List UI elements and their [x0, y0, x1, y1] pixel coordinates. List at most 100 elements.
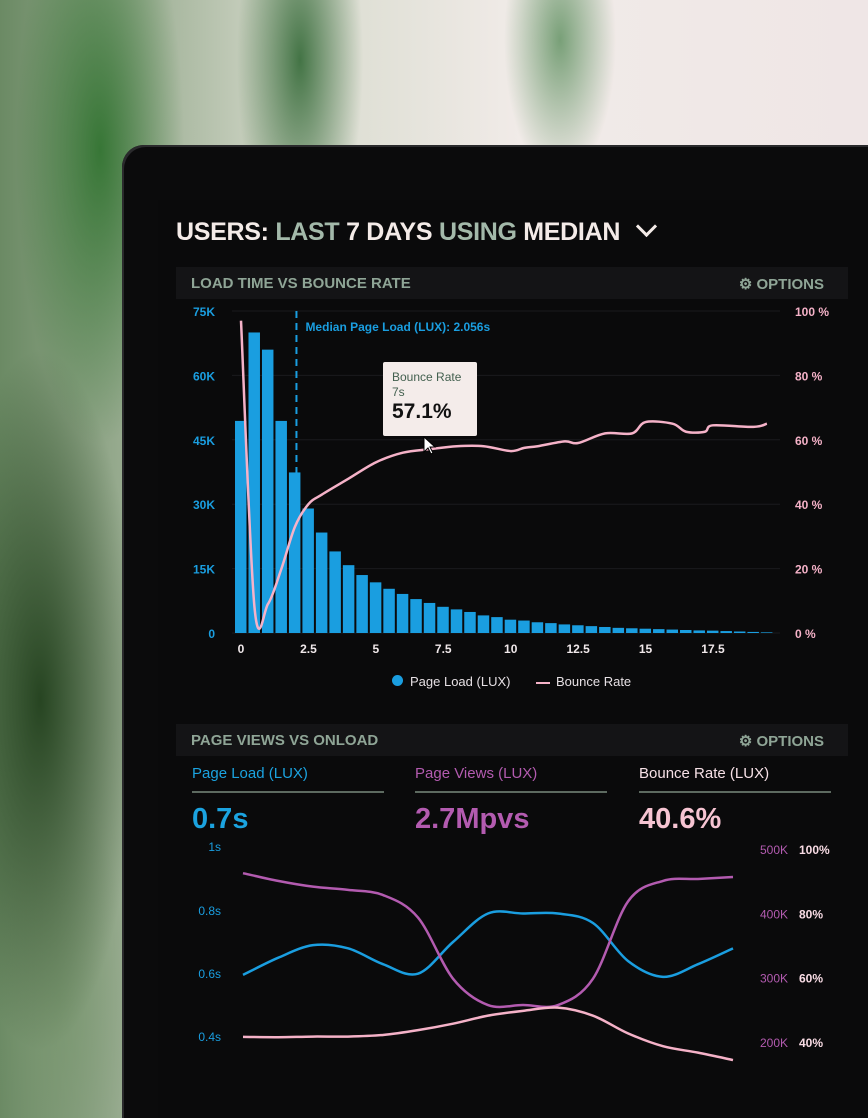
bar-page-load — [383, 588, 395, 633]
y-right-tick: 100% — [799, 843, 830, 857]
y-right-tick: 100 % — [795, 305, 829, 319]
y-right-tick: 60 % — [795, 434, 823, 448]
bar-page-load — [518, 620, 530, 633]
legend-bounce-rate[interactable]: Bounce Rate — [536, 674, 631, 689]
bar-page-load — [275, 420, 287, 633]
kpi-label: Page Load (LUX) — [192, 765, 384, 793]
x-tick: 17.5 — [701, 642, 725, 656]
panel1-header: LOAD TIME VS BOUNCE RATE ⚙ OPTIONS — [176, 267, 848, 299]
x-tick: 7.5 — [435, 642, 452, 656]
median-label: Median Page Load (LUX): 2.056s — [305, 320, 490, 334]
y-left-tick: 45K — [193, 434, 215, 448]
bar-page-load — [626, 628, 638, 633]
y-right-tick: 0 % — [795, 627, 816, 641]
kpi-page-load: Page Load (LUX) 0.7s — [192, 765, 384, 836]
title-range: 7 DAYS — [346, 218, 433, 246]
x-tick: 12.5 — [566, 642, 590, 656]
legend-label: Bounce Rate — [556, 674, 632, 689]
gear-icon: ⚙ — [738, 276, 753, 293]
line-page-load-lux- — [242, 910, 734, 979]
bar-page-load — [261, 349, 274, 633]
kpi-page-views: Page Views (LUX) 2.7Mpvs — [415, 765, 607, 836]
bar-page-load — [369, 582, 382, 633]
bar-page-load — [572, 625, 584, 633]
y-left-tick: 0.4s — [198, 1030, 221, 1044]
bar-page-load — [491, 617, 503, 633]
bar-page-load — [733, 631, 746, 633]
panel2-title: PAGE VIEWS VS ONLOAD — [191, 732, 379, 749]
kpi-value: 40.6% — [639, 803, 722, 835]
bar-page-load — [747, 631, 759, 633]
bar-page-load — [235, 420, 247, 633]
bar-page-load — [558, 624, 571, 633]
line-bounce-rate-lux- — [242, 1006, 734, 1062]
y-left-tick: 75K — [193, 305, 215, 319]
kpi-label: Page Views (LUX) — [415, 765, 607, 793]
tooltip-label: Bounce Rate — [392, 370, 462, 384]
y-right-tick: 500K — [760, 843, 788, 857]
bar-page-load — [585, 626, 598, 633]
y-right-tick: 40 % — [795, 498, 823, 512]
y-right-tick: 60% — [799, 972, 823, 986]
tooltip-x: 7s — [392, 385, 405, 399]
bar-page-load — [315, 532, 328, 633]
legend-page-load[interactable]: Page Load (LUX) — [392, 674, 510, 689]
x-tick: 2.5 — [300, 642, 317, 656]
bar-page-load — [666, 629, 679, 633]
bar-page-load — [760, 632, 773, 633]
panel1-title: LOAD TIME VS BOUNCE RATE — [191, 275, 411, 292]
bar-page-load — [680, 629, 692, 633]
panel2-options-button[interactable]: ⚙ OPTIONS — [739, 732, 824, 750]
panel2-header: PAGE VIEWS VS ONLOAD ⚙ OPTIONS — [176, 724, 848, 756]
x-tick: 0 — [238, 642, 245, 656]
y-right-tick: 400K — [760, 907, 788, 921]
line-bounce-rate — [239, 320, 768, 630]
title-users: USERS: — [176, 218, 269, 246]
title-using: USING — [438, 218, 517, 246]
bar-page-load — [531, 622, 544, 633]
y-right-tick: 200K — [760, 1036, 788, 1050]
options-label: OPTIONS — [756, 276, 824, 293]
bar-page-load — [288, 472, 301, 633]
y-right-tick: 20 % — [795, 563, 823, 577]
cursor-icon — [423, 435, 437, 455]
line-icon — [536, 681, 550, 684]
bar-page-load — [720, 631, 732, 633]
bar-page-load — [302, 508, 314, 633]
bar-page-load — [410, 599, 422, 633]
options-label: OPTIONS — [756, 733, 824, 750]
bar-page-load — [450, 609, 463, 633]
bar-page-load — [396, 593, 409, 633]
x-tick: 5 — [373, 642, 380, 656]
y-left-tick: 30K — [193, 498, 215, 512]
bar-page-load — [706, 630, 719, 633]
bar-page-load — [423, 602, 436, 633]
bar-page-load — [477, 615, 490, 633]
bar-page-load — [599, 626, 611, 633]
y-left-tick: 15K — [193, 563, 215, 577]
y-left-tick: 60K — [193, 369, 215, 383]
kpi-bounce-rate: Bounce Rate (LUX) 40.6% — [639, 765, 831, 836]
y-left-tick: 0 — [208, 627, 215, 641]
dashboard-screen — [158, 200, 868, 1118]
panel1-options-button[interactable]: ⚙ OPTIONS — [739, 275, 824, 293]
dashboard-title[interactable]: USERS: LAST 7 DAYS USING MEDIAN — [176, 215, 657, 247]
y-left-tick: 1s — [208, 840, 221, 854]
bar-page-load — [653, 629, 665, 633]
tooltip: Bounce Rate 7s 57.1% — [383, 362, 477, 436]
bar-page-load — [639, 628, 652, 633]
bar-page-load — [504, 619, 517, 633]
tooltip-value: 57.1% — [392, 400, 452, 423]
title-last: LAST — [275, 218, 340, 246]
bar-page-load — [437, 606, 449, 633]
bar-page-load — [693, 630, 705, 633]
x-tick: 15 — [639, 642, 653, 656]
bar-page-load — [342, 565, 355, 633]
line-page-views-lux- — [242, 871, 734, 1009]
y-right-tick: 80% — [799, 907, 823, 921]
gear-icon: ⚙ — [738, 733, 753, 750]
x-tick: 10 — [504, 642, 518, 656]
bar-page-load — [545, 623, 557, 633]
bar-page-load — [248, 332, 260, 633]
y-right-tick: 300K — [760, 972, 788, 986]
